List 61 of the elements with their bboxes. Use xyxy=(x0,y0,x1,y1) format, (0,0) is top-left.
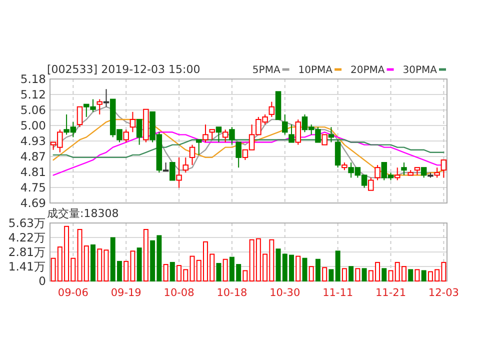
bar xyxy=(143,228,148,282)
y-tick-label: 4.81 xyxy=(20,165,46,179)
x-tick-label: 11-21 xyxy=(376,287,406,299)
bar xyxy=(421,270,426,282)
bar xyxy=(190,256,195,282)
chart-title: [002533] 2019-12-03 15:00 xyxy=(47,63,200,76)
chart-title: 成交量:18308 xyxy=(47,207,119,220)
y-tick-label: 4.75 xyxy=(20,180,46,194)
bar xyxy=(355,268,360,282)
candlestick xyxy=(176,156,182,188)
y-tick-label: 5.18 xyxy=(20,72,46,86)
bar xyxy=(308,266,314,282)
bar xyxy=(296,256,301,282)
y-tick-label: 0 xyxy=(38,274,46,288)
bar xyxy=(362,268,367,282)
x-tick-label: 09-19 xyxy=(110,287,142,299)
x-tick-label: 11-11 xyxy=(322,287,354,299)
bar xyxy=(163,264,168,282)
bar xyxy=(216,262,222,282)
legend-label: 10PMA xyxy=(298,65,333,76)
y-tick-label: 4.87 xyxy=(20,150,46,164)
legend-label: 5PMA xyxy=(252,65,280,76)
y-tick-label: 2.81万 xyxy=(8,245,46,259)
x-tick-label: 10-30 xyxy=(270,287,300,299)
candlestick xyxy=(202,124,208,143)
x-tick-label: 10-18 xyxy=(216,287,248,299)
y-tick-label: 4.22万 xyxy=(8,230,46,244)
y-tick-label: 1.41万 xyxy=(8,260,46,274)
bar xyxy=(322,267,328,282)
candlestick xyxy=(401,162,407,176)
bar xyxy=(348,266,354,282)
candlestick xyxy=(130,111,136,133)
bar xyxy=(302,258,308,282)
y-tick-label: 5.12 xyxy=(20,88,46,102)
candlestick xyxy=(96,98,103,115)
bar xyxy=(315,258,320,282)
bar xyxy=(90,244,96,282)
x-tick-label: 10-08 xyxy=(164,287,194,299)
x-tick-label: 12-03 xyxy=(428,287,459,299)
y-tick-label: 4.69 xyxy=(20,196,46,210)
y-tick-label: 4.93 xyxy=(20,134,46,148)
bar xyxy=(242,270,248,282)
bar xyxy=(222,258,228,282)
legend-label: 20PMA xyxy=(350,65,385,76)
bar xyxy=(335,250,340,282)
y-tick-label: 5.00 xyxy=(20,118,46,132)
x-tick-label: 09-06 xyxy=(58,287,89,299)
candlestick xyxy=(328,126,334,143)
bar xyxy=(382,268,387,282)
bar xyxy=(170,262,175,282)
y-tick-label: 5.06 xyxy=(20,103,46,117)
bar xyxy=(388,270,394,282)
bar xyxy=(342,268,347,282)
bar xyxy=(97,248,102,282)
legend-label: 30PMA xyxy=(402,65,438,76)
bar xyxy=(136,248,142,282)
bar xyxy=(328,269,334,282)
bar xyxy=(408,269,414,282)
bar xyxy=(104,250,109,282)
bar xyxy=(414,269,420,282)
y-tick-label: 5.63万 xyxy=(8,216,46,230)
